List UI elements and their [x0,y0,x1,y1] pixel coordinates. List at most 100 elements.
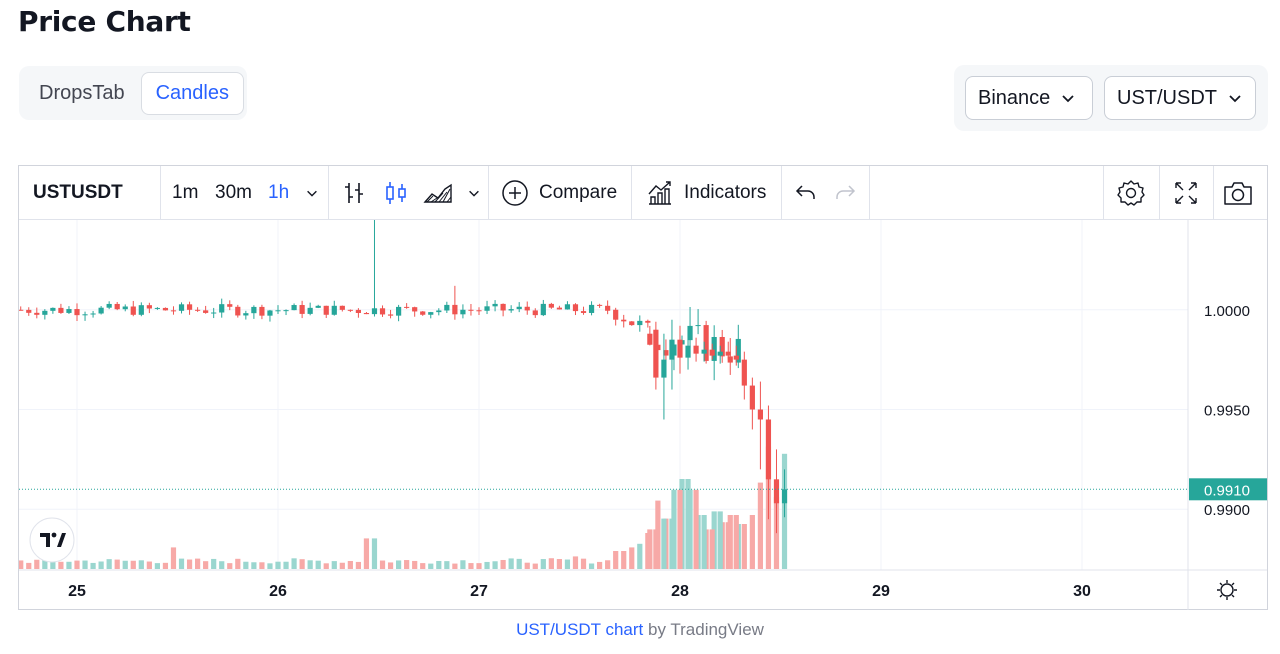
candle-body [645,320,651,323]
volume-bar [701,515,707,569]
candles-style-button[interactable] [383,166,409,220]
candle-body [597,304,603,306]
interval-30m[interactable]: 30m [215,182,252,203]
candle-body [371,308,378,315]
candle-body [195,309,201,311]
candle-body [396,306,402,316]
chart-toolbar: USTUSDT 1m 30m 1h [19,166,1267,220]
candle-body [211,312,217,314]
volume-bar [211,558,217,569]
volume-bar [203,561,209,569]
candle-body [186,304,193,310]
volume-bar [58,561,64,569]
pair-select[interactable]: UST/USDT [1104,76,1256,120]
volume-bar [66,561,72,569]
compare-button[interactable]: Compare [501,166,617,220]
exchange-select[interactable]: Binance [965,76,1093,120]
last-price-label-bg [1189,478,1267,501]
candle-body [773,479,780,504]
candle-body [275,310,281,312]
candle-body [709,349,715,356]
price-tick-label: 1.0000 [1204,303,1250,320]
time-scale: 25 26 27 28 29 30 [68,583,1091,600]
volume-bar [26,562,32,569]
candle-body [719,336,725,357]
area-style-button[interactable] [423,166,453,220]
volume-bar [556,559,562,569]
time-tick-label: 30 [1073,583,1091,600]
bars-style-button[interactable] [341,166,367,220]
gear-icon [1117,180,1145,206]
volume-bar [669,518,675,569]
volume-bar [647,529,653,569]
volume-bar [355,561,361,569]
attribution-link[interactable]: UST/USDT chart [516,620,644,639]
tab-dropstab[interactable]: DropsTab [39,81,125,104]
time-tick-label: 27 [470,583,488,600]
tradingview-logo[interactable] [29,517,75,563]
volume-bar [452,563,458,569]
candle-body [444,304,450,311]
interval-1m[interactable]: 1m [172,182,199,203]
candle-body [540,303,546,316]
toolbar-divider [488,166,489,220]
volume-bar [267,563,273,569]
settings-button[interactable] [1116,166,1146,220]
candle-body [162,307,169,311]
price-chart[interactable]: 1.0000 0.9950 0.9900 0.9910 25 26 27 28 29 30 [19,220,1267,610]
candle-body [114,303,120,310]
volume-bar [484,561,490,569]
candle-body [291,305,297,311]
fullscreen-button[interactable] [1172,166,1200,220]
candle-body [178,304,185,311]
candle-body [637,320,643,326]
compare-label: Compare [539,182,618,203]
snapshot-button[interactable] [1222,166,1254,220]
candle-body [122,306,128,310]
candle-body [154,307,160,309]
candle-body [605,305,611,311]
candle-body [629,321,635,326]
candle-body [663,350,669,356]
indicators-button[interactable]: Indicators [646,166,766,220]
candles-icon [386,182,406,204]
volume-bar [540,559,546,569]
volume-bar [733,515,739,569]
volume-bar [315,560,321,569]
toolbar-divider [631,166,632,220]
candle-body [420,311,426,315]
volume-bar [114,559,120,569]
volume-bar [444,561,450,569]
chart-style-dropdown[interactable] [467,166,481,220]
volume-bar [98,561,104,569]
undo-button[interactable] [794,166,818,220]
plus-circle-icon [502,180,528,206]
candle-body [556,307,562,310]
last-price-label: 0.9910 [1189,478,1267,501]
attribution-suffix: by TradingView [643,620,764,639]
candle-body [363,312,370,315]
volume-bar [82,560,88,569]
candle-body [564,304,571,310]
volume-bar [122,560,128,569]
candle-body [243,313,249,316]
redo-button[interactable] [833,166,857,220]
volume-bar [588,563,595,569]
indicators-icon [648,181,671,205]
volume-bar [170,547,177,569]
symbol-search[interactable]: USTUSDT [33,182,123,203]
tab-candles[interactable]: Candles [140,71,244,115]
volume-bar [138,560,144,569]
candle-body [66,309,72,313]
volume-bar [757,482,763,569]
candle-body [572,304,579,312]
candle-body [74,309,80,316]
candle-body [235,306,241,316]
time-zone-button[interactable] [1217,580,1237,600]
toolbar-divider [160,166,161,220]
interval-dropdown[interactable] [305,166,319,220]
fullscreen-icon [1175,182,1197,204]
interval-1h[interactable]: 1h [268,182,290,203]
volume-bar [259,562,265,569]
volume-bar [677,489,683,569]
